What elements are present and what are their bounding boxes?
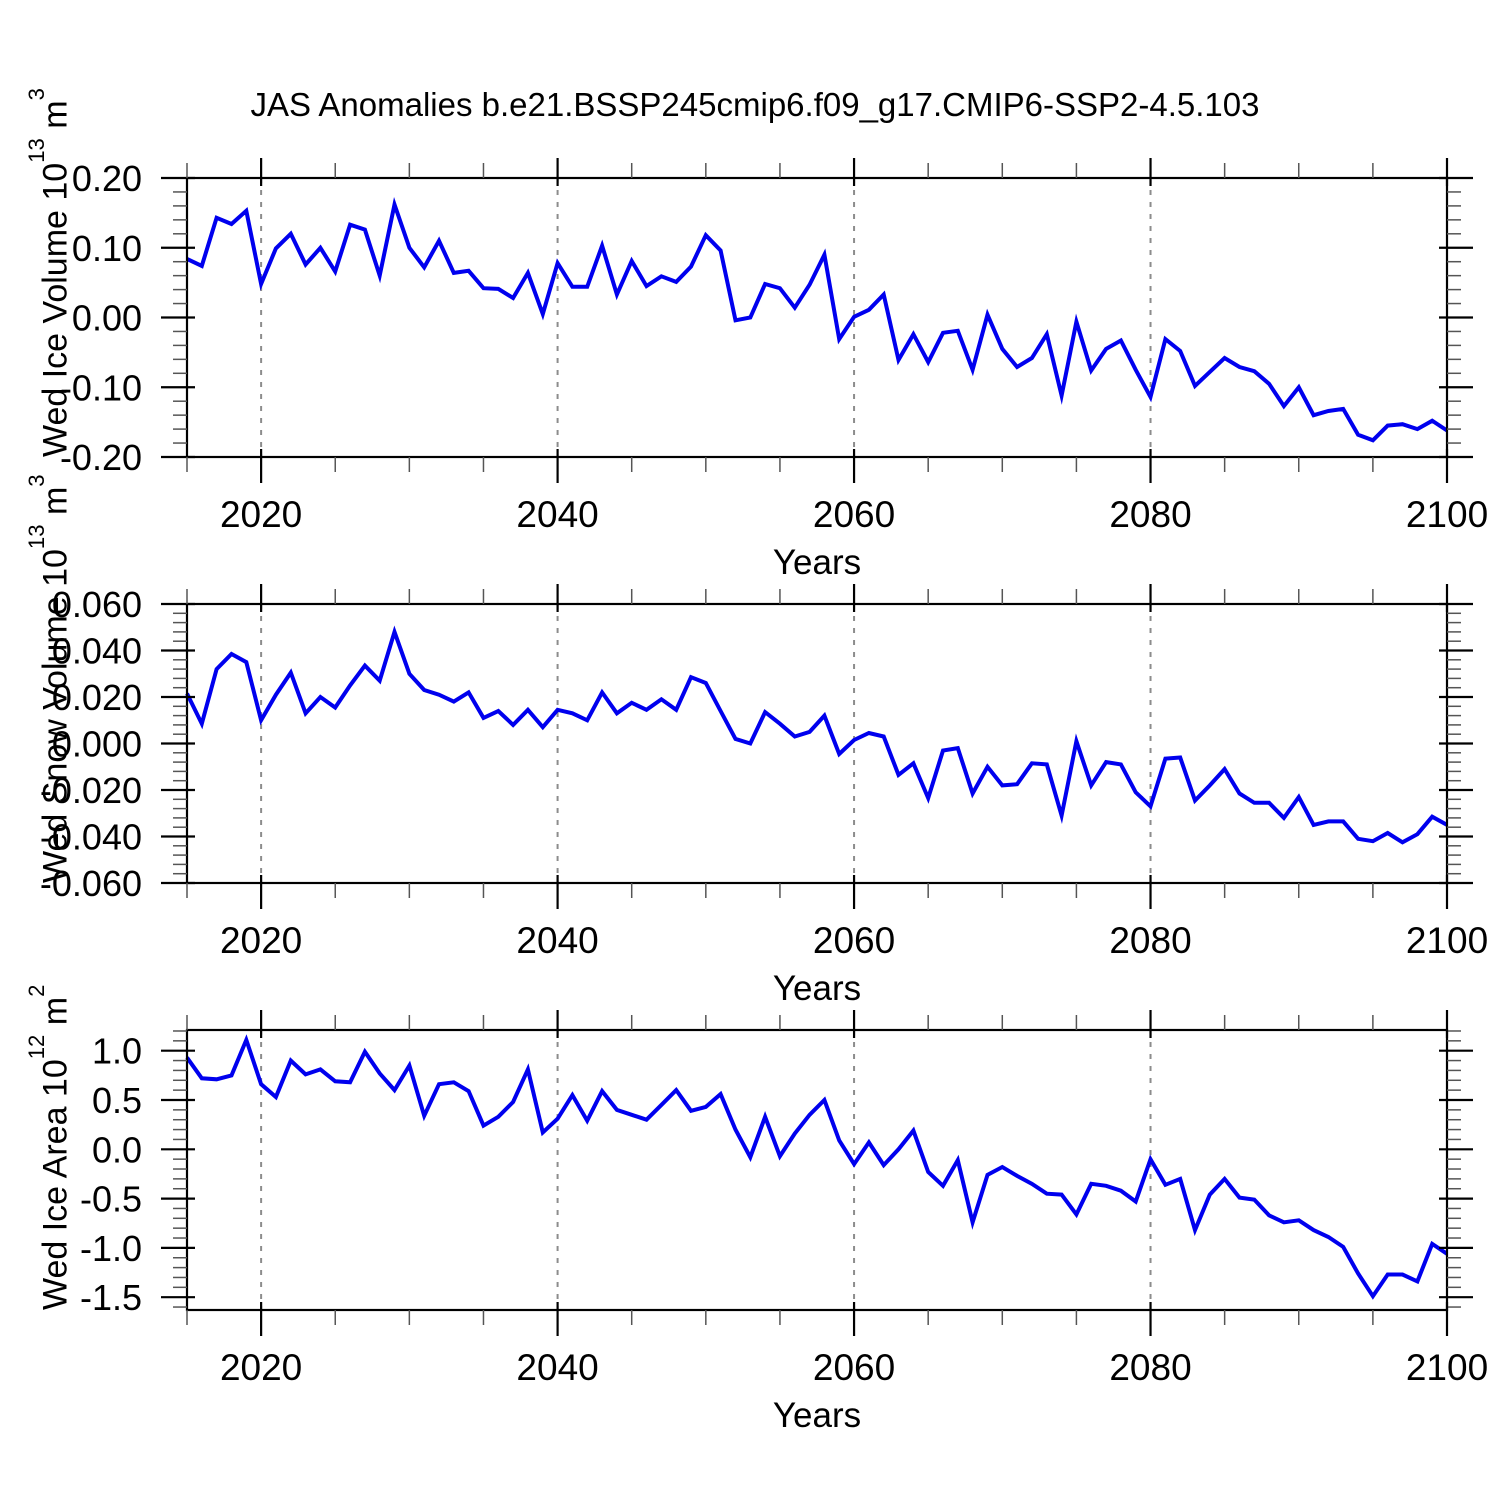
y-axis-title-snow-volume: Wed Snow Volume 1013 m3 [24, 474, 74, 883]
x-tick-label: 2080 [1109, 1347, 1191, 1388]
x-tick-label: 2020 [220, 920, 302, 961]
x-tick-label: 2060 [813, 920, 895, 961]
x-axis-label: Years [772, 1396, 862, 1435]
y-axis-title-unit-exponent: 3 [24, 88, 50, 101]
y-tick-label: 0.00 [72, 298, 142, 339]
y-axis-title-exponent: 13 [24, 138, 50, 163]
x-tick-label: 2060 [813, 494, 895, 535]
y-tick-label: -0.10 [60, 367, 142, 408]
y-tick-label: -1.5 [80, 1277, 142, 1318]
x-axis-label: Years [772, 543, 862, 582]
x-tick-label: 2040 [516, 494, 598, 535]
chart-title: JAS Anomalies b.e21.BSSP245cmip6.f09_g17… [250, 86, 1260, 123]
y-axis-title-text: Wed Ice Volume 10 [36, 162, 75, 457]
x-tick-label: 2100 [1406, 1347, 1488, 1388]
y-axis-title-exponent: 12 [24, 1034, 50, 1060]
y-axis-title-text: Wed Ice Area 10 [36, 1059, 75, 1310]
y-tick-label: 0.5 [92, 1080, 142, 1121]
x-tick-label: 2080 [1109, 920, 1191, 961]
y-tick-label: -0.20 [60, 437, 142, 478]
y-tick-label: 0.020 [52, 677, 142, 718]
y-axis-title-unit: m [36, 486, 75, 525]
x-tick-label: 2020 [220, 1347, 302, 1388]
y-tick-label: -0.020 [40, 770, 142, 811]
data-line [186, 196, 1449, 443]
x-tick-label: 2100 [1406, 920, 1488, 961]
x-tick-label: 2040 [516, 1347, 598, 1388]
x-tick-label: 2060 [813, 1347, 895, 1388]
x-tick-label: 2040 [516, 920, 598, 961]
x-axis-label: Years [772, 969, 862, 1008]
y-axis-title-ice-area: Wed Ice Area 1012 m2 [24, 985, 74, 1310]
y-tick-label: 0.10 [72, 228, 142, 269]
y-tick-label: 1.0 [92, 1031, 142, 1072]
x-tick-label: 2080 [1109, 494, 1191, 535]
y-axis-title-ice-volume: Wed Ice Volume 1013 m3 [24, 88, 74, 457]
y-tick-label: -0.060 [40, 863, 142, 904]
y-axis-title-exponent: 13 [24, 524, 50, 550]
data-line [185, 625, 1448, 845]
y-axis-title-unit-exponent: 3 [24, 474, 50, 487]
y-tick-label: 0.040 [52, 631, 142, 672]
y-tick-label: -0.5 [80, 1179, 142, 1220]
y-tick-label: 0.060 [52, 584, 142, 625]
y-tick-label: -0.040 [40, 817, 142, 858]
panel-frame [185, 1028, 1449, 1312]
y-axis-title-unit: m [36, 100, 75, 139]
panel-frame [185, 602, 1449, 885]
y-axis-title-unit-exponent: 2 [24, 984, 50, 997]
y-tick-label: 0.20 [72, 158, 142, 199]
x-tick-label: 2100 [1406, 494, 1488, 535]
x-tick-label: 2020 [220, 494, 302, 535]
y-tick-label: 0.000 [52, 724, 142, 765]
y-axis-title-text: Wed Snow Volume 10 [36, 549, 75, 883]
panel-frame [185, 176, 1449, 459]
data-line [185, 1034, 1449, 1300]
y-tick-label: 0.0 [92, 1129, 142, 1170]
y-axis-title-unit: m [36, 996, 75, 1035]
y-tick-label: -1.0 [80, 1228, 142, 1269]
